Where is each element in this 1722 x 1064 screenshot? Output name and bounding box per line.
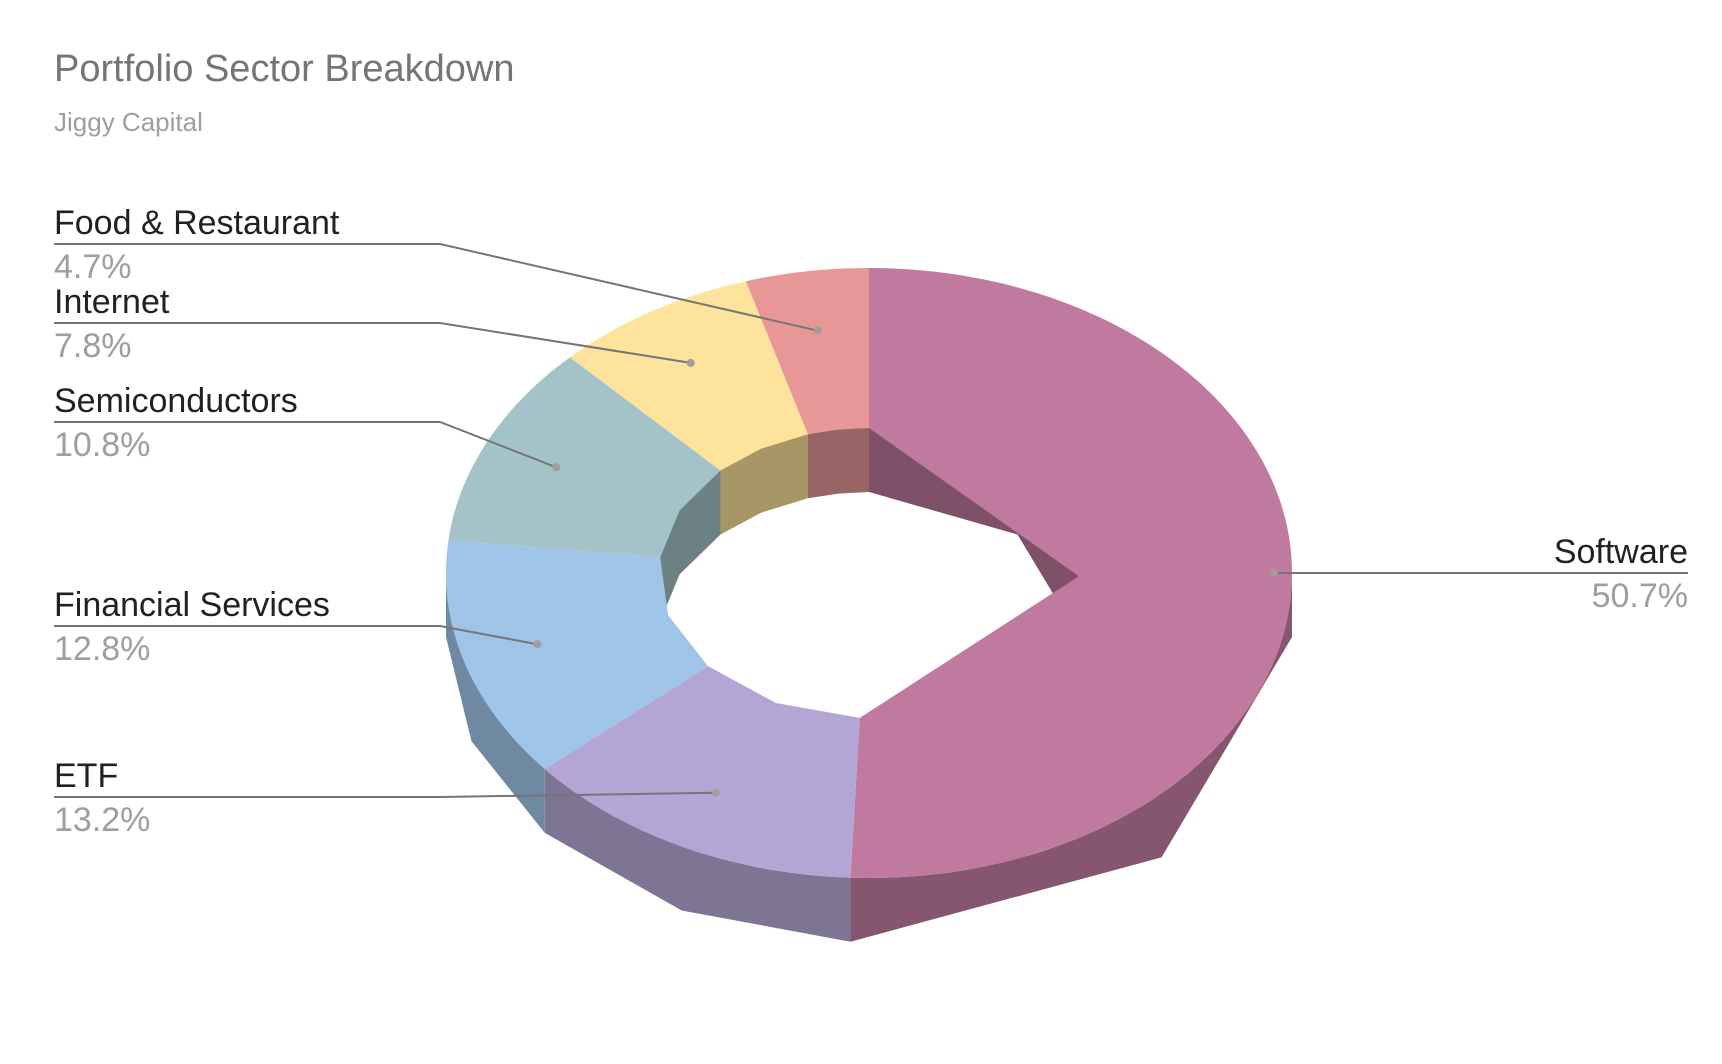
leader-dot-internet [686,358,695,367]
leader-dot-software [1270,569,1278,577]
slice-labels: Software 50.7% ETF 13.2% Financial Services 1… [54,204,1688,839]
slice-label-etf: ETF [54,757,118,795]
slice-etf[interactable] [544,666,860,878]
slice-internet[interactable] [569,281,808,471]
leader-line-semiconductors [54,421,557,469]
outer-wall-2 [446,573,545,833]
chart-subtitle: Jiggy Capital [54,107,203,137]
slice-value-financial-services: 12.8% [54,630,150,668]
inner-wall-4 [720,434,808,535]
slice-label-internet: Internet [54,283,170,321]
inner-wall-3 [660,470,721,622]
slice-value-semiconductors: 10.8% [54,426,150,464]
outer-wall-1 [544,768,851,942]
leader-line-financial-services [54,625,538,646]
leader-dot-financial-services [533,640,542,649]
leader-line-etf [54,791,716,798]
slice-label-food-restaurant: Food & Restaurant [54,204,340,242]
chart-title: Portfolio Sector Breakdown [54,48,515,90]
slice-value-etf: 13.2% [54,801,150,839]
slice-value-internet: 7.8% [54,327,132,365]
inner-wall-5 [807,428,869,499]
slice-value-food-restaurant: 4.7% [54,248,132,286]
outer-wall-0 [850,573,1292,942]
leader-dot-semiconductors [552,463,561,472]
slice-software[interactable] [850,268,1292,878]
slice-value-software: 50.7% [1592,577,1688,615]
leader-line-internet [54,322,691,364]
donut-top-faces [446,268,1292,878]
slice-label-semiconductors: Semiconductors [54,382,298,420]
slice-label-financial-services: Financial Services [54,586,330,624]
slice-food-restaurant[interactable] [745,268,869,435]
leader-dot-food-restaurant [814,326,822,335]
leader-line-food-restaurant [54,243,819,332]
slice-financial-services[interactable] [446,540,708,769]
slice-label-software: Software [1554,533,1688,571]
slice-semiconductors[interactable] [448,357,721,558]
leader-dot-etf [711,788,720,797]
